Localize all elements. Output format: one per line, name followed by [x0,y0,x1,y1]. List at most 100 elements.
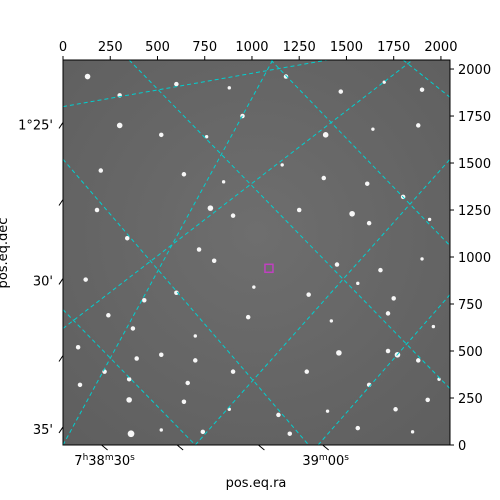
grid-line [63,60,328,108]
pixel-y-tick-label: 1500 [458,157,491,172]
star [130,326,136,331]
pixel-x-tick-label: 1250 [283,40,316,55]
pixel-y-tick-label: 250 [458,392,483,407]
star [134,356,139,361]
star [391,296,396,301]
star [204,134,209,139]
grid-line [270,60,450,247]
ra-axis: 7h38m30s 39m00s [74,444,349,469]
star [174,290,179,295]
star [142,297,147,303]
star [416,123,421,128]
pixel-y-tick-label: 0 [458,439,466,454]
star [159,352,164,358]
pixel-y-axis: 0 250 500 750 1000 1250 1500 1750 2000 [450,63,491,454]
ra-tick-mark [322,444,329,451]
pixel-x-tick-label: 250 [98,40,123,55]
star [431,324,436,329]
star [280,163,284,167]
ra-tick-mark [258,444,265,451]
dec-tick-mark [58,199,64,206]
star [322,132,329,138]
star [159,132,164,138]
pixel-y-tick-label: 2000 [458,63,491,78]
stars-layer [75,73,441,438]
star [427,217,432,222]
star [355,425,361,431]
pixel-x-tick-label: 1750 [377,40,410,55]
pixel-x-axis: 0 250 500 750 1000 1250 1500 1750 2000 [59,40,457,60]
star [207,205,214,211]
star [185,380,190,386]
star [366,220,372,226]
pixel-x-tick-label: 1500 [330,40,363,55]
star [385,311,391,316]
x-axis-title: pos.eq.ra [226,476,287,491]
star [94,207,100,213]
grid-line [63,60,413,329]
star [230,369,236,374]
star [420,257,424,261]
star [321,175,327,181]
pixel-y-tick-label: 1250 [458,204,491,219]
star [283,74,289,79]
star [349,210,355,217]
star [159,428,163,432]
star [425,397,430,403]
pixel-y-tick-label: 1750 [458,110,491,125]
star [325,409,330,413]
pixel-x-tick-label: 1000 [235,40,268,55]
ra-tick-label: 7h38m30s [74,453,135,469]
grid-line [402,60,450,98]
star [385,348,391,354]
star [393,407,398,412]
star [181,399,187,405]
star [106,313,111,318]
star [245,314,251,320]
star [102,369,107,374]
star [211,258,217,264]
pixel-y-tick-label: 500 [458,345,483,360]
star [200,429,206,435]
star [196,247,202,252]
star [83,277,88,282]
star [296,207,302,213]
star [329,319,334,323]
star [75,344,81,350]
grid-line [194,158,450,445]
star [304,369,310,374]
star [77,382,83,388]
star [127,430,135,438]
plot-frame [62,59,451,446]
star [181,172,187,177]
dec-tick-label: 30' [33,274,53,289]
dec-tick-mark [58,122,64,129]
star [410,430,415,434]
star [116,122,123,129]
ra-tick-mark [176,444,184,451]
pixel-y-tick-label: 750 [458,298,483,313]
grid-line [63,309,196,445]
dec-tick-label: 1°25' [18,118,53,133]
marker-layer [264,263,274,274]
star [306,292,311,297]
grid-line [317,294,450,445]
star [419,87,425,92]
star [227,86,231,90]
y-axis-title: pos.eq.dec [0,218,11,289]
star [126,397,132,403]
star [126,376,132,382]
star [98,168,104,173]
dec-tick-label: 35' [33,423,53,438]
pixel-x-tick-label: 500 [145,40,170,55]
star [416,358,421,363]
dec-tick-mark [58,355,64,362]
grid-line [63,60,274,445]
star [382,80,386,84]
ra-tick-mark [101,444,108,451]
star [276,412,281,418]
pixel-x-tick-label: 750 [192,40,217,55]
target-marker [264,263,274,274]
star [334,262,340,267]
